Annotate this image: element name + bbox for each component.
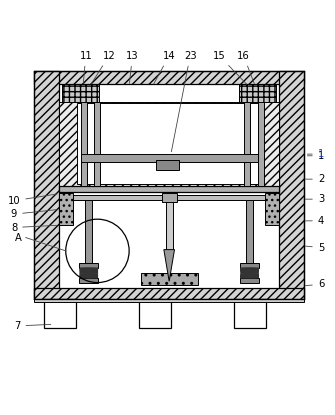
Bar	[246, 200, 253, 263]
Bar	[94, 102, 100, 186]
Bar	[62, 85, 99, 102]
Bar	[59, 102, 279, 186]
Bar	[85, 200, 92, 263]
Bar	[77, 103, 261, 184]
Bar	[59, 195, 279, 200]
Bar	[34, 288, 304, 299]
Bar	[59, 186, 279, 192]
Text: 7: 7	[14, 321, 51, 331]
Bar	[265, 193, 279, 225]
Text: 1: 1	[308, 151, 324, 161]
Polygon shape	[164, 249, 175, 281]
Text: 4: 4	[306, 216, 324, 226]
Bar	[166, 202, 173, 249]
Text: 10: 10	[8, 194, 57, 206]
Bar	[34, 71, 59, 299]
Text: 3: 3	[306, 194, 324, 204]
Text: 6: 6	[306, 279, 324, 289]
Bar	[240, 278, 259, 283]
Bar	[44, 299, 76, 327]
Text: 13: 13	[126, 51, 139, 83]
Bar	[244, 102, 250, 186]
Text: 14: 14	[154, 51, 176, 84]
Text: 15: 15	[213, 51, 247, 84]
Bar	[59, 85, 279, 288]
Bar	[240, 263, 259, 268]
Text: 16: 16	[237, 51, 254, 83]
Bar	[279, 71, 304, 299]
Text: 8: 8	[11, 222, 57, 232]
Bar	[79, 278, 98, 283]
Bar	[79, 263, 98, 268]
Bar	[141, 273, 198, 286]
Bar	[59, 193, 73, 225]
Bar	[239, 85, 276, 102]
Bar	[81, 154, 258, 162]
Bar	[234, 299, 266, 327]
Text: 11: 11	[79, 51, 92, 83]
Text: 5: 5	[306, 242, 324, 253]
Text: 12: 12	[91, 51, 116, 84]
Text: 23: 23	[172, 51, 197, 152]
Bar	[139, 299, 171, 327]
Bar	[34, 71, 304, 85]
Bar	[34, 299, 304, 302]
Text: 2: 2	[306, 174, 324, 184]
Text: A: A	[15, 232, 21, 242]
Text: 1: 1	[308, 149, 324, 159]
Bar	[156, 160, 179, 170]
Bar	[258, 102, 264, 186]
Bar	[162, 193, 177, 202]
Bar	[81, 102, 87, 186]
Text: 9: 9	[11, 209, 57, 219]
